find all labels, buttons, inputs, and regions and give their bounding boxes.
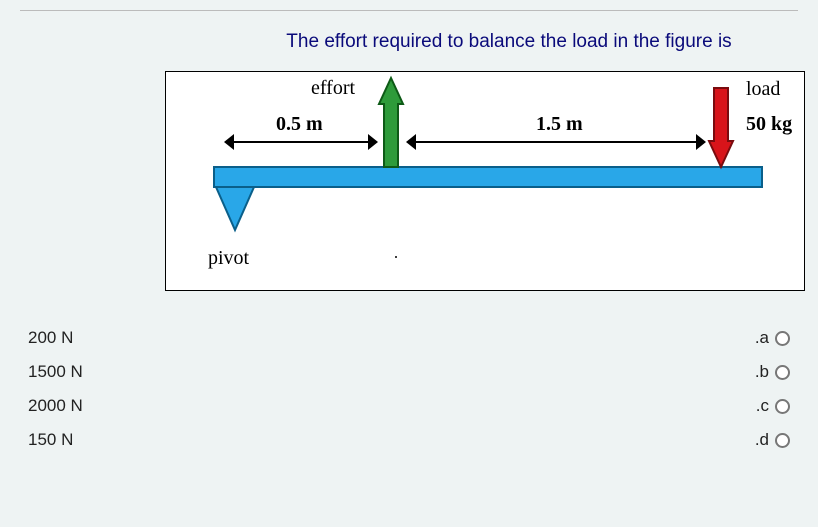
option-value: 150 N — [28, 430, 73, 450]
option-value: 1500 N — [28, 362, 83, 382]
option-radio-b[interactable] — [775, 365, 790, 380]
svg-text:pivot: pivot — [208, 247, 250, 269]
svg-text:1.5 m: 1.5 m — [536, 113, 583, 135]
option-radio-d[interactable] — [775, 433, 790, 448]
option-letter: .d — [755, 430, 769, 450]
option-value: 200 N — [28, 328, 73, 348]
svg-text:load: load — [746, 78, 780, 100]
option-row: 2000 N .c — [28, 389, 790, 423]
svg-text:50 kg: 50 kg — [746, 113, 792, 135]
svg-text:effort: effort — [311, 77, 355, 99]
lever-svg: pivot effort load 50 kg 0.5 m 1.5 m — [166, 72, 806, 292]
option-radio-c[interactable] — [775, 399, 790, 414]
option-letter: .c — [756, 396, 769, 416]
option-letter: .b — [755, 362, 769, 382]
option-row: 1500 N .b — [28, 355, 790, 389]
option-value: 2000 N — [28, 396, 83, 416]
question-text: The effort required to balance the load … — [20, 31, 798, 53]
lever-figure: pivot effort load 50 kg 0.5 m 1.5 m — [165, 71, 805, 291]
options-list: 200 N .a 1500 N .b 2000 N .c 150 N .d — [20, 321, 798, 457]
option-letter: .a — [755, 328, 769, 348]
svg-text:0.5 m: 0.5 m — [276, 113, 323, 135]
option-row: 150 N .d — [28, 423, 790, 457]
option-radio-a[interactable] — [775, 331, 790, 346]
option-row: 200 N .a — [28, 321, 790, 355]
